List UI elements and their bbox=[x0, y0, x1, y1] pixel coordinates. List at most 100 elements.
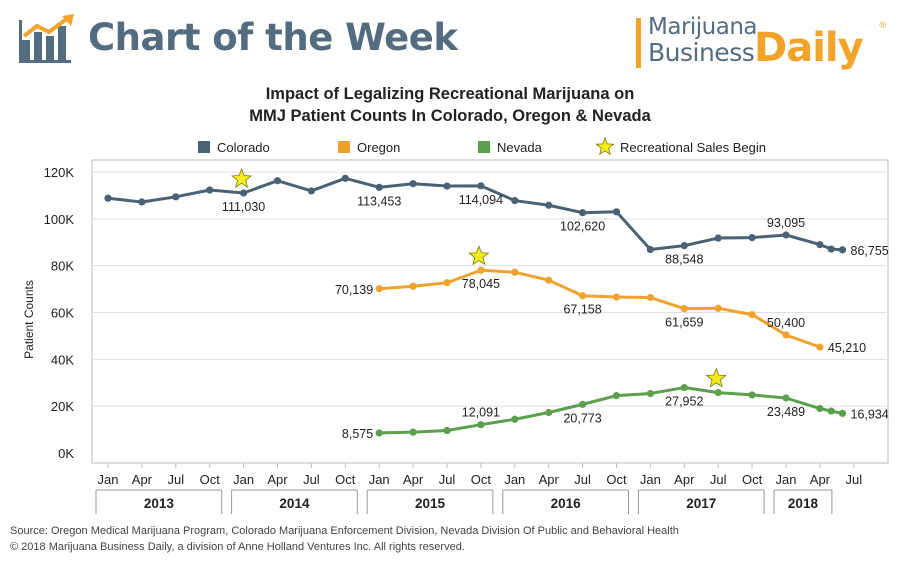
colorado-point bbox=[206, 186, 214, 194]
year-bracket-line bbox=[366, 489, 494, 514]
colorado-point bbox=[646, 245, 655, 254]
brand-business-text: Business bbox=[648, 38, 755, 67]
chart-title-line-1: Impact of Legalizing Recreational Mariju… bbox=[265, 85, 635, 103]
colorado-point bbox=[816, 240, 824, 249]
nevada-line bbox=[379, 386, 843, 435]
x-tick-label: Jan bbox=[640, 472, 661, 487]
year-bracket-2016: 2016 bbox=[502, 489, 629, 514]
legend-star-icon bbox=[595, 136, 615, 156]
colorado-data-label: 114,094 bbox=[459, 193, 503, 207]
bar-chart-logo-icon bbox=[19, 14, 74, 63]
colorado-point bbox=[545, 201, 553, 209]
colorado-point bbox=[307, 187, 315, 195]
oregon-data-label: 78,045 bbox=[462, 277, 500, 291]
oregon-data-label: 45,210 bbox=[828, 341, 866, 355]
year-bracket-line bbox=[231, 489, 358, 514]
oregon-point bbox=[646, 293, 655, 302]
nevada-point bbox=[612, 392, 621, 400]
legend-label-oregon: Oregon bbox=[357, 140, 400, 155]
colorado-point bbox=[443, 182, 451, 190]
source-note: Source: Oregon Medical Marijuana Program… bbox=[10, 525, 679, 537]
colorado-point bbox=[612, 208, 621, 216]
nevada-data-label: 12,091 bbox=[462, 406, 500, 420]
nevada-point bbox=[375, 429, 383, 437]
colorado-point bbox=[680, 242, 688, 250]
nevada-point bbox=[579, 400, 587, 408]
oregon-point bbox=[680, 305, 688, 313]
nevada-point bbox=[714, 388, 722, 397]
colorado-point bbox=[375, 183, 383, 191]
legend-item-recreational-sales: Recreational Sales Begin bbox=[595, 136, 766, 156]
year-bracket-line bbox=[637, 489, 765, 514]
nevada-point bbox=[748, 391, 756, 399]
x-tick-label: Jan bbox=[504, 472, 525, 487]
nevada-point bbox=[443, 426, 451, 435]
x-tick-label: Jan bbox=[98, 472, 119, 487]
brand-daily-text: Daily bbox=[754, 25, 864, 71]
oregon-point bbox=[714, 304, 722, 312]
nevada-data-label: 23,489 bbox=[767, 405, 805, 419]
colorado-data-label: 88,548 bbox=[665, 253, 703, 267]
nevada-data-label: 20,773 bbox=[563, 411, 601, 425]
legend-swatch-nevada bbox=[478, 141, 490, 153]
y-tick-label: 40K bbox=[51, 352, 74, 367]
nevada-point bbox=[782, 394, 790, 402]
x-tick-label: Jul bbox=[574, 472, 591, 487]
x-tick-label: Apr bbox=[132, 472, 153, 487]
colorado-point bbox=[172, 193, 180, 201]
y-tick-label: 0K bbox=[58, 446, 74, 461]
colorado-point bbox=[579, 209, 587, 217]
nevada-point bbox=[838, 409, 847, 417]
year-bracket-line bbox=[773, 489, 833, 514]
x-tick-label: Jul bbox=[167, 472, 184, 487]
x-tick-label: Apr bbox=[267, 472, 288, 487]
colorado-line bbox=[107, 176, 843, 252]
year-bracket-2013: 2013 bbox=[95, 489, 223, 514]
year-label: 2018 bbox=[788, 496, 819, 511]
oregon-point bbox=[579, 292, 587, 300]
chart-of-the-week-title: Chart of the Week bbox=[88, 16, 458, 59]
year-label: 2014 bbox=[279, 496, 310, 511]
year-bracket-line bbox=[502, 489, 629, 514]
colorado-point bbox=[341, 174, 349, 182]
y-tick-label: 100K bbox=[44, 212, 75, 227]
x-tick-label: Apr bbox=[810, 472, 831, 487]
year-label: 2015 bbox=[415, 496, 446, 511]
x-tick-label: Oct bbox=[606, 472, 627, 487]
colorado-data-label: 113,453 bbox=[357, 194, 401, 208]
oregon-data-label: 61,659 bbox=[665, 316, 703, 330]
y-tick-label: 120K bbox=[44, 165, 75, 180]
oregon-point bbox=[545, 276, 553, 284]
chart-title-line-2: MMJ Patient Counts In Colorado, Oregon &… bbox=[249, 107, 651, 125]
oregon-point bbox=[612, 293, 621, 301]
y-tick-label: 80K bbox=[51, 259, 74, 274]
y-axis-label: Patient Counts bbox=[22, 280, 36, 359]
x-tick-label: Jan bbox=[233, 472, 254, 487]
year-label: 2013 bbox=[144, 496, 175, 511]
oregon-data-label: 67,158 bbox=[563, 303, 601, 317]
nevada-data-label: 27,952 bbox=[665, 395, 703, 409]
colorado-point bbox=[477, 182, 485, 190]
legend-item-nevada: Nevada bbox=[478, 140, 543, 155]
nevada-point bbox=[545, 408, 553, 417]
x-tick-label: Apr bbox=[403, 472, 424, 487]
x-tick-label: Oct bbox=[471, 472, 492, 487]
colorado-data-label: 93,095 bbox=[767, 216, 805, 230]
recreational-sales-star-oregon bbox=[468, 245, 490, 266]
oregon-point bbox=[409, 282, 417, 290]
legend-item-colorado: Colorado bbox=[198, 140, 270, 155]
colorado-point bbox=[409, 180, 417, 188]
legend-label-colorado: Colorado bbox=[217, 140, 270, 155]
colorado-point bbox=[104, 194, 112, 202]
oregon-point bbox=[782, 331, 790, 339]
colorado-point bbox=[748, 233, 756, 242]
nevada-point bbox=[409, 428, 417, 436]
colorado-point bbox=[511, 196, 519, 205]
nevada-point bbox=[477, 421, 485, 429]
colorado-point bbox=[827, 245, 835, 253]
colorado-point bbox=[273, 177, 282, 185]
copyright-note: © 2018 Marijuana Business Daily, a divis… bbox=[10, 541, 465, 553]
x-tick-label: Jul bbox=[845, 472, 862, 487]
oregon-point bbox=[748, 311, 756, 319]
brand-logo: Marijuana Business Daily ® bbox=[636, 14, 886, 71]
